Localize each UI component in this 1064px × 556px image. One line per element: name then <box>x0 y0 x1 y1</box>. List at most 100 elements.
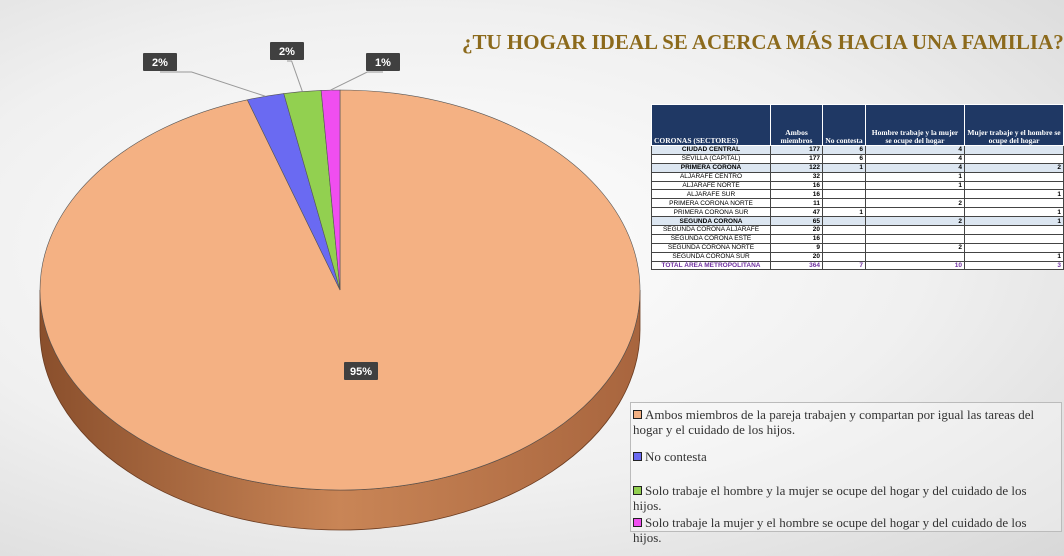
legend-swatch <box>633 486 642 495</box>
data-label: 2% <box>279 46 295 58</box>
table-cell: 4 <box>865 162 965 173</box>
table-row: SEVILLA (CAPITAL) 177 6 4 <box>651 153 1064 164</box>
data-label: 95% <box>350 366 372 378</box>
legend-item: No contesta <box>633 449 1057 464</box>
table-cell <box>865 207 965 218</box>
table-cell: 364 <box>770 260 823 271</box>
table-cell <box>822 189 866 200</box>
table-cell <box>865 233 965 244</box>
table-cell: 1 <box>865 171 965 182</box>
legend-label: Ambos miembros de la pareja trabajen y c… <box>633 407 1035 437</box>
header-cell: No contesta <box>822 104 866 146</box>
table-cell: 16 <box>770 189 823 200</box>
legend-label: Solo trabaje la mujer y el hombre se ocu… <box>633 515 1027 545</box>
table-cell <box>822 171 866 182</box>
chart-title: ¿TU HOGAR IDEAL SE ACERCA MÁS HACIA UNA … <box>462 30 1064 54</box>
legend-item: Ambos miembros de la pareja trabajen y c… <box>633 407 1057 437</box>
table-row: SEGUNDA CORONA SUR 20 1 <box>651 251 1064 262</box>
table-cell: 1 <box>822 207 866 218</box>
header-row: CORONAS (SECTORES) Ambos miembros No conte… <box>651 104 1064 146</box>
data-label-box <box>344 362 378 380</box>
table-cell <box>822 233 866 244</box>
table-row: SEGUNDA CORONA ALJARAFE 20 <box>651 225 1064 235</box>
table-cell: 20 <box>770 251 823 262</box>
table-cell: 47 <box>770 207 823 218</box>
table-cell <box>865 251 965 262</box>
table-cell: 2 <box>865 242 965 253</box>
table-cell: PRIMERA CORONA NORTE <box>651 198 771 209</box>
table-row: PRIMERA CORONA NORTE 11 2 <box>651 198 1064 209</box>
table-row: TOTAL ÁREA METROPOLITANA 364 7 10 3 <box>651 260 1064 271</box>
data-label-box <box>143 53 177 71</box>
table-cell: PRIMERA CORONA SUR <box>651 207 771 218</box>
table-cell: SEGUNDA CORONA ALJARAFE <box>651 225 771 235</box>
table-row: ALJARAFE SUR 16 1 <box>651 189 1064 200</box>
header-cell: Hombre trabaje y la mujer se ocupe del h… <box>865 104 965 146</box>
legend-swatch <box>633 518 642 527</box>
table-row: CIUDAD CENTRAL 177 6 4 <box>651 145 1064 155</box>
leader-line <box>160 71 266 97</box>
table-cell <box>964 145 1064 155</box>
table-cell: 3 <box>964 260 1064 271</box>
table-cell <box>822 216 866 227</box>
table-cell: 2 <box>964 162 1064 173</box>
table-cell: 6 <box>822 145 866 155</box>
data-table: CORONAS (SECTORES) Ambos miembros No conte… <box>651 104 1064 271</box>
leader-line <box>330 71 383 91</box>
table-cell: 2 <box>865 216 965 227</box>
header-cell: Ambos miembros <box>770 104 823 146</box>
data-label: 1% <box>375 57 391 69</box>
table-cell: SEGUNDA CORONA NORTE <box>651 242 771 253</box>
legend-item: Solo trabaje la mujer y el hombre se ocu… <box>633 515 1057 545</box>
data-label-box <box>366 53 400 71</box>
table-cell <box>822 198 866 209</box>
table-cell: SEGUNDA CORONA ESTE <box>651 233 771 244</box>
table-cell <box>822 180 866 191</box>
legend-label: Solo trabaje el hombre y la mujer se ocu… <box>633 483 1027 513</box>
table-cell: TOTAL ÁREA METROPOLITANA <box>651 260 771 271</box>
table-cell: 4 <box>865 153 965 164</box>
table-cell: 177 <box>770 145 823 155</box>
table-cell <box>964 242 1064 253</box>
table-cell: 9 <box>770 242 823 253</box>
header-cell: CORONAS (SECTORES) <box>651 104 771 146</box>
table-cell: ALJARAFE NORTE <box>651 180 771 191</box>
legend-label: No contesta <box>645 449 707 464</box>
table-cell: 20 <box>770 225 823 235</box>
data-label: 2% <box>152 57 168 69</box>
table-cell: 122 <box>770 162 823 173</box>
table-cell: 1 <box>865 180 965 191</box>
table-row: SEGUNDA CORONA ESTE 16 <box>651 233 1064 244</box>
table-cell: CIUDAD CENTRAL <box>651 145 771 155</box>
legend-swatch <box>633 410 642 419</box>
table-cell <box>964 198 1064 209</box>
table-cell <box>964 171 1064 182</box>
table-cell: SEVILLA (CAPITAL) <box>651 153 771 164</box>
table-cell: 1 <box>822 162 866 173</box>
table-row: ALJARAFE CENTRO 32 1 <box>651 171 1064 182</box>
table-cell: 2 <box>865 198 965 209</box>
table-cell <box>822 242 866 253</box>
table-cell: 1 <box>964 189 1064 200</box>
table-cell: 32 <box>770 171 823 182</box>
table-cell: SEGUNDA CORONA <box>651 216 771 227</box>
table-cell <box>822 251 866 262</box>
table-cell: 4 <box>865 145 965 155</box>
table-cell: 1 <box>964 207 1064 218</box>
table-cell: 16 <box>770 233 823 244</box>
table-cell: 1 <box>964 216 1064 227</box>
table-cell: 177 <box>770 153 823 164</box>
table-row: SEGUNDA CORONA NORTE 9 2 <box>651 242 1064 253</box>
table-cell: 65 <box>770 216 823 227</box>
header-cell: Mujer trabaje y el hombre se ocupe del h… <box>964 104 1064 146</box>
data-label-box <box>270 42 304 60</box>
table-cell: 1 <box>964 251 1064 262</box>
table-row: PRIMERA CORONA SUR 47 1 1 <box>651 207 1064 218</box>
table-cell: 16 <box>770 180 823 191</box>
legend-swatch <box>633 452 642 461</box>
table-cell: 11 <box>770 198 823 209</box>
table-row: SEGUNDA CORONA 65 2 1 <box>651 216 1064 227</box>
table-row: PRIMERA CORONA 122 1 4 2 <box>651 162 1064 173</box>
